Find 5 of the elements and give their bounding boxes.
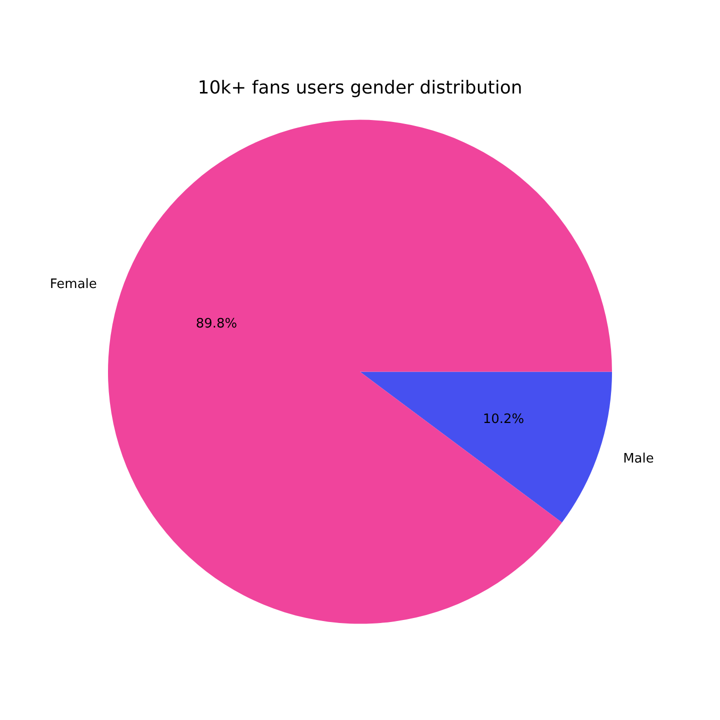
- chart-title: 10k+ fans users gender distribution: [198, 77, 522, 98]
- data-label: 89.8%: [196, 316, 238, 332]
- slice-label: Female: [50, 276, 97, 292]
- data-label: 10.2%: [482, 412, 524, 427]
- slice-label: Male: [623, 451, 654, 466]
